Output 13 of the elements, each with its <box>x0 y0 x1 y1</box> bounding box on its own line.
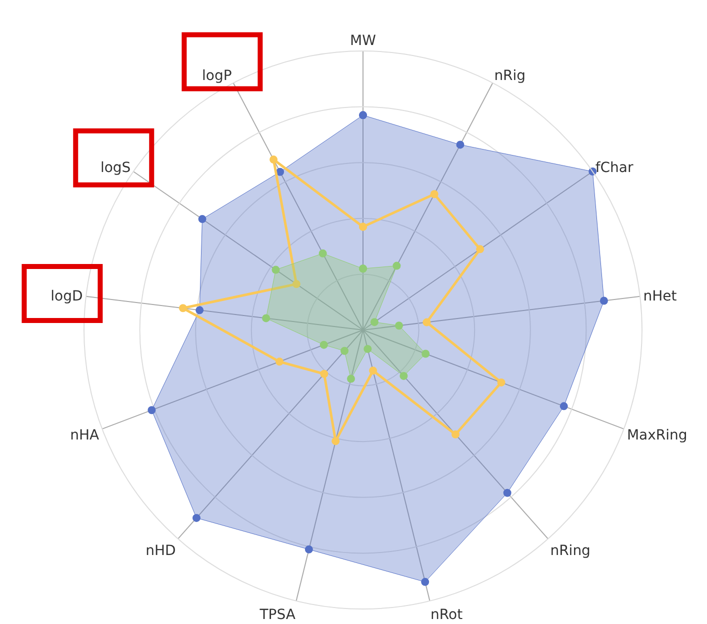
spoke-label: nRig <box>494 68 526 84</box>
spoke-label: logS <box>100 160 131 176</box>
spoke-label: nRing <box>550 543 590 560</box>
spoke-label: logD <box>50 288 83 304</box>
spoke-label: logP <box>202 68 232 84</box>
spoke-label: MaxRing <box>626 428 688 444</box>
spoke-label: MW <box>350 32 376 49</box>
spoke-label: nHD <box>146 543 176 560</box>
spoke-label: nRot <box>430 606 464 623</box>
spoke-label: fChar <box>595 160 634 176</box>
spoke-label: nHA <box>70 428 100 444</box>
spoke-label: TPSA <box>258 606 296 623</box>
spoke-label: nHet <box>643 288 678 304</box>
